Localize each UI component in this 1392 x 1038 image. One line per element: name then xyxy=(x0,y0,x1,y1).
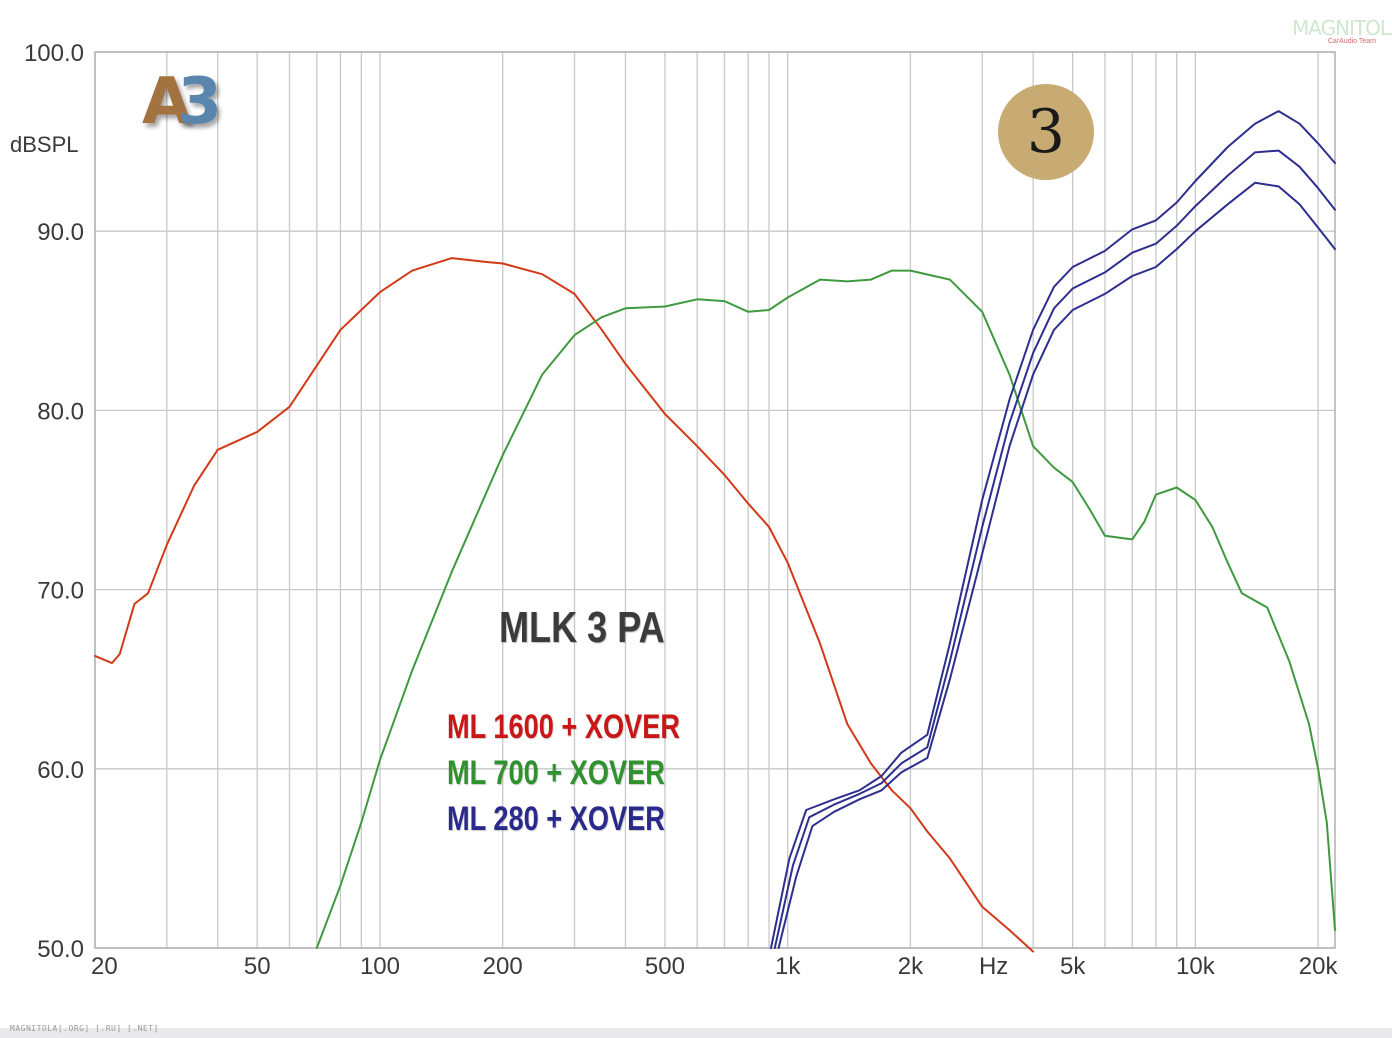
x-tick-label: 2k xyxy=(898,953,924,980)
chart-annotation: MLK 3 PA xyxy=(499,603,665,652)
y-tick-label: 80.0 xyxy=(37,398,84,425)
series-line-3 xyxy=(773,149,1336,949)
series-line-4 xyxy=(770,110,1336,949)
figure-number-badge: 3 xyxy=(998,84,1094,180)
a3-logo-letter: A xyxy=(142,65,191,139)
y-tick-label: 70.0 xyxy=(37,578,84,605)
watermark-logo-word: MAGNITOLA xyxy=(1292,16,1392,40)
y-axis-label: dBSPL xyxy=(10,132,79,157)
plot-area xyxy=(95,52,1335,948)
y-tick-label: 100.0 xyxy=(24,40,84,67)
x-tick-label: 5k xyxy=(1060,953,1086,980)
x-tick-label: 10k xyxy=(1176,953,1216,980)
legend-entry-ml1600: ML 1600 + XOVER xyxy=(447,708,681,746)
footer-watermark-text: MAGNITOLA[.ORG] [.RU] [.NET] xyxy=(10,1024,159,1033)
legend-entry-ml700: ML 700 + XOVER xyxy=(447,754,665,792)
footer-bar xyxy=(0,1028,1392,1038)
watermark-logo: MAGNITOLA CarAudio Team xyxy=(1292,16,1392,50)
x-axis-label: Hz xyxy=(979,953,1008,980)
series-line-1 xyxy=(315,269,1336,949)
a3-logo: A3 xyxy=(142,70,222,134)
y-tick-label: 50.0 xyxy=(37,936,84,963)
x-tick-label: 20k xyxy=(1299,953,1339,980)
x-tick-label: 200 xyxy=(483,953,523,980)
axes: 50.0 60.0 70.0 80.0 90.0 100.0 dBSPL 20 50 100 200… xyxy=(10,40,1338,980)
series-line-2 xyxy=(777,181,1336,949)
series-layer xyxy=(94,110,1336,953)
x-tick-label: 20 xyxy=(91,953,118,980)
plot-frame xyxy=(94,51,1336,949)
x-tick-label: 500 xyxy=(645,953,685,980)
x-tick-label: 50 xyxy=(244,953,271,980)
y-tick-label: 60.0 xyxy=(37,757,84,784)
watermark-logo-sub: CarAudio Team xyxy=(1327,38,1376,45)
x-tick-label: 1k xyxy=(775,953,801,980)
legend-entry-ml280: ML 280 + XOVER xyxy=(447,800,665,838)
a3-logo-digit: 3 xyxy=(177,65,222,139)
series-line-0 xyxy=(94,257,1035,953)
x-tick-label: 100 xyxy=(360,953,400,980)
y-tick-label: 90.0 xyxy=(37,219,84,246)
grid xyxy=(94,51,1336,949)
